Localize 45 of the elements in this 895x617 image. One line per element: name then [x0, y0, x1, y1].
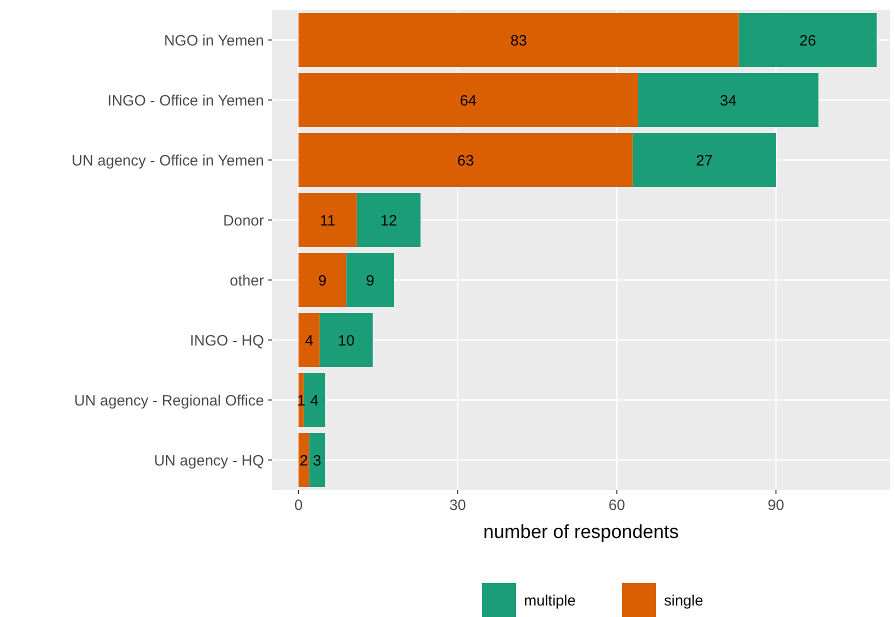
x-tick-label: 90: [768, 497, 784, 514]
data-label: 4: [304, 332, 314, 350]
x-tick-label: 0: [294, 497, 303, 514]
data-label: 3: [312, 452, 322, 470]
data-label: 12: [380, 212, 398, 230]
bar: [298, 73, 638, 127]
legend-label: multiple: [524, 592, 576, 610]
data-label: 34: [720, 92, 737, 110]
data-label: 27: [696, 152, 713, 170]
y-tick-label: INGO - HQ: [190, 332, 264, 350]
data-label: 9: [318, 272, 327, 290]
y-tick-label: INGO - Office in Yemen: [108, 92, 264, 110]
bar: [632, 133, 776, 187]
data-label: 4: [310, 392, 319, 410]
x-tick-label: 30: [449, 497, 466, 514]
y-tick-label: UN agency - HQ: [154, 452, 264, 470]
bar: [298, 133, 633, 187]
y-tick-label: Donor: [223, 212, 264, 230]
legend-label: single: [664, 592, 704, 610]
bar: [638, 73, 818, 127]
bar: [304, 373, 326, 427]
data-label: 64: [460, 92, 477, 110]
bar: [298, 313, 320, 367]
data-label: 11: [320, 212, 336, 230]
data-label: 9: [366, 272, 374, 290]
bar: [298, 253, 346, 307]
bar: [309, 433, 326, 487]
data-label: 26: [799, 32, 816, 50]
y-tick-label: UN agency - Office in Yemen: [72, 152, 264, 170]
y-tick-label: NGO in Yemen: [164, 32, 264, 50]
x-axis-title: number of respondents: [483, 522, 679, 543]
bar: [298, 193, 357, 247]
bar: [298, 13, 739, 67]
data-label: 63: [457, 152, 474, 170]
data-label: 2: [300, 452, 308, 470]
y-tick-label: UN agency - Regional Office: [74, 392, 264, 410]
bar: [298, 433, 310, 487]
x-tick-label: 60: [608, 497, 626, 514]
bar: [320, 313, 373, 367]
data-label: 83: [510, 32, 528, 50]
bar: [738, 13, 877, 67]
bar: [356, 193, 421, 247]
y-tick-label: other: [230, 272, 264, 290]
bar: [346, 253, 394, 307]
data-label: 10: [338, 332, 355, 350]
